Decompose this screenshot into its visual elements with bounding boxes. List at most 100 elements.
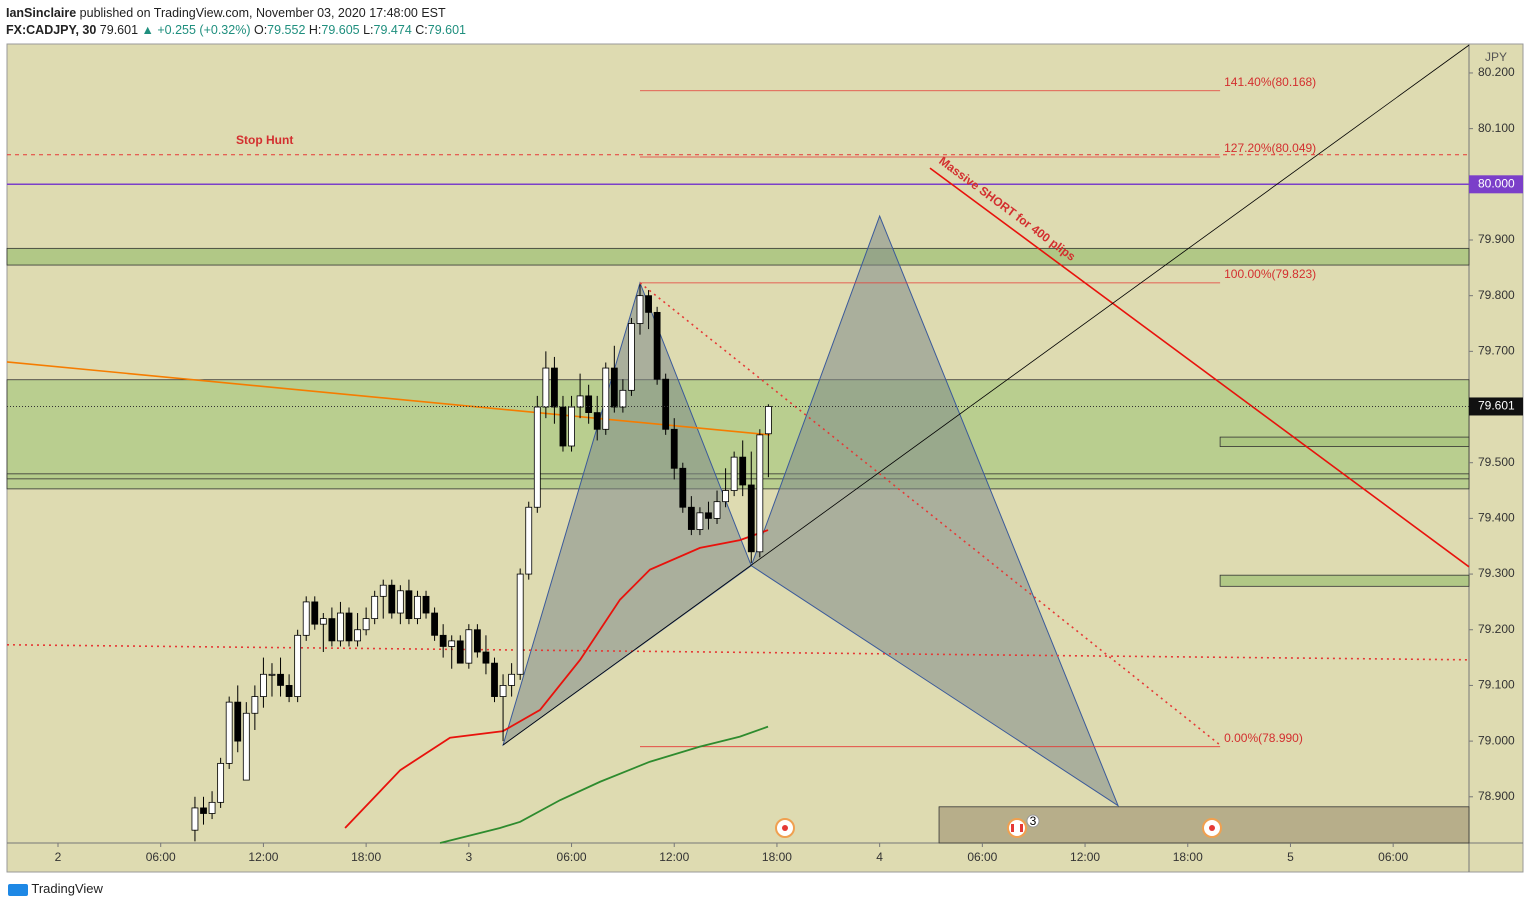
published: published on TradingView.com, November 0… [79,6,446,20]
zone [1219,574,1470,587]
candle-body [559,406,567,447]
candle-body [713,501,721,519]
candle-body [414,595,421,620]
candle-body [260,673,267,697]
l: L: [363,23,374,37]
candle-body [508,673,516,686]
y-tick-label: 79.000 [1478,733,1515,747]
candle-body [619,389,627,408]
x-tick-label: 12:00 [248,850,278,864]
x-tick-label: 06:00 [146,850,176,864]
fib-label: 141.40%(80.168) [1224,75,1316,89]
plot: Stop Hunt 80.000 141.40%(80.168) 127.20%(80… [6,44,1523,844]
level-tag-text: 80.000 [1478,176,1515,190]
header-line2: FX:CADJPY, 30 79.601 ▲ +0.255 (+0.32%) O… [6,22,466,39]
candle-body [208,801,216,814]
y-tick-label: 80.200 [1478,65,1515,79]
candle-body [696,512,704,530]
candle-body [739,456,747,486]
candle-body [311,601,319,625]
y-tick-label: 79.800 [1478,288,1515,302]
candle-body [576,395,584,408]
candle-body [302,601,310,636]
candle-body [371,595,379,620]
candle-body [242,712,250,781]
candle-body [285,685,293,697]
candle-body [542,367,550,408]
candle-body [602,367,610,430]
x-tick-label: 4 [876,850,883,864]
symbol: FX:CADJPY, 30 [6,23,97,37]
event-dot [782,825,788,831]
moving-average [344,529,769,829]
y-tick-label: 79.300 [1478,566,1515,580]
x-tick-label: 18:00 [1173,850,1203,864]
footer: TradingView [8,881,103,896]
candle-body [379,584,387,597]
stop-hunt-label: Stop Hunt [236,133,293,147]
candle-body [362,618,370,631]
candle-body [593,412,601,430]
y-tick-label: 79.900 [1478,232,1515,246]
brand: TradingView [31,881,103,896]
candle-body [396,590,404,614]
zone [6,247,1470,266]
fib-label: 100.00%(79.823) [1224,267,1316,281]
candle-body [337,612,344,642]
x-tick-label: 18:00 [762,850,792,864]
trendline [6,643,1470,661]
candle-body [670,428,678,469]
candle-body [354,629,361,642]
candle-body [610,367,618,408]
header: IanSinclaire published on TradingView.co… [6,5,466,39]
flag-mid [1014,824,1020,832]
fib-label: 127.20%(80.049) [1224,141,1316,155]
candle-body [268,673,276,676]
candle-body [225,701,233,764]
candle-body [516,573,524,675]
candle-body [456,640,464,664]
candle-body [679,467,687,508]
candle-body [405,590,413,620]
currency: JPY [1485,50,1507,64]
fib-label: 0.00%(78.990) [1224,731,1303,745]
candle-body [551,367,558,408]
candle-body [251,696,259,714]
candle-body [722,490,729,503]
candle-body [422,595,430,614]
level-tag [1469,175,1523,194]
y-tick-label: 79.200 [1478,622,1515,636]
candle-body [568,406,575,447]
candle-body [200,807,207,814]
candle-body [482,651,490,664]
last-price-tag [1469,397,1523,416]
o-val: 79.552 [267,23,306,37]
x-tick-label: 12:00 [1070,850,1100,864]
candle-body [662,378,670,430]
candle-body [730,456,738,491]
candle-body [217,762,225,803]
author: IanSinclaire [6,6,77,20]
c: C: [415,23,428,37]
candle-body [756,434,764,553]
c-val: 79.601 [427,23,466,37]
zone [6,379,1470,490]
header-line1: IanSinclaire published on TradingView.co… [6,5,466,22]
candle-body [499,685,507,697]
candle-body [747,484,755,553]
candle-body [234,701,242,742]
candle-body [328,618,336,642]
badge-count: 3 [1030,814,1037,828]
trendline [929,167,1470,568]
x-tick-label: 3 [465,850,472,864]
y-tick-label: 79.700 [1478,344,1515,358]
candle-body [491,662,498,697]
candle-body [388,584,396,614]
change: ▲ +0.255 (+0.32%) [141,23,251,37]
y-tick-label: 79.100 [1478,678,1515,692]
candle-body [687,506,695,530]
x-tick-label: 06:00 [557,850,587,864]
logo [8,883,28,896]
y-tick-label: 78.900 [1478,789,1515,803]
